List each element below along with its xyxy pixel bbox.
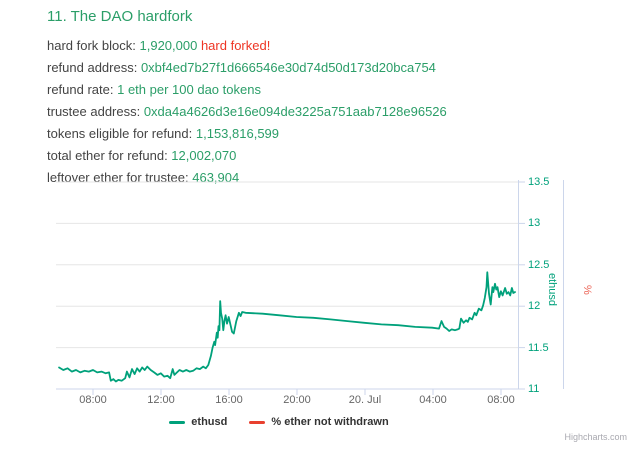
y-tick-label: 13 [528, 217, 541, 229]
x-tick-label: 08:00 [79, 394, 107, 406]
y-tick-label: 12 [528, 300, 541, 312]
legend-item-percent-ether[interactable]: % ether not withdrawn [249, 416, 389, 428]
ethusd-series-line[interactable] [58, 271, 516, 383]
info-label: total ether for refund: [47, 148, 172, 163]
chart-plot-area[interactable] [40, 175, 635, 450]
info-label: leftover ether for trustee: [47, 170, 193, 185]
info-label: hard fork block: [47, 38, 140, 53]
info-line-refund-rate: refund rate: 1 eth per 100 dao tokens [47, 82, 261, 97]
info-label: tokens eligible for refund: [47, 126, 196, 141]
legend: ethusd % ether not withdrawn [40, 416, 518, 428]
info-value: 0xbf4ed7b27f1d666546e30d74d50d173d20bca7… [140, 60, 436, 75]
y-tick-label: 12.5 [528, 259, 550, 271]
info-line-total-ether: total ether for refund: 12,002,070 [47, 148, 236, 163]
x-axis-ticks [92, 389, 502, 395]
hard-forked-flag: hard forked! [200, 38, 271, 53]
info-value: 0xda4a4626d3e16e094de3225a751aab7128e965… [143, 104, 447, 119]
info-line-leftover-ether: leftover ether for trustee: 463,904 [47, 170, 239, 185]
info-line-tokens-eligible: tokens eligible for refund: 1,153,816,59… [47, 126, 279, 141]
x-tick-label: 20:00 [283, 394, 311, 406]
info-value: 463,904 [192, 170, 240, 185]
info-value: 1,153,816,599 [195, 126, 280, 141]
x-tick-label: 20. Jul [348, 394, 382, 406]
ethusd-chart[interactable]: 13.5 13 12.5 12 11.5 11 08:00 12:00 16:0… [40, 175, 635, 450]
y-axis-title-percent: % [581, 285, 593, 295]
x-tick-label: 08:00 [487, 394, 515, 406]
y-tick-label: 11 [528, 383, 540, 395]
ethusd-line-swatch-icon [169, 420, 186, 424]
highcharts-credits[interactable]: Highcharts.com [564, 432, 627, 442]
legend-label: ethusd [191, 416, 228, 428]
info-label: refund address: [47, 60, 141, 75]
x-tick-label: 16:00 [215, 394, 243, 406]
y-axis-title-ethusd: ethusd [546, 273, 558, 307]
info-line-trustee-address: trustee address: 0xda4a4626d3e16e094de32… [47, 104, 447, 119]
x-tick-label: 12:00 [147, 394, 175, 406]
info-value: 1,920,000 [139, 38, 201, 53]
y-tick-label: 13.5 [528, 176, 550, 188]
info-label: trustee address: [47, 104, 144, 119]
info-label: refund rate: [47, 82, 118, 97]
percent-line-swatch-icon [249, 420, 266, 424]
x-tick-label: 04:00 [419, 394, 447, 406]
info-line-refund-address: refund address: 0xbf4ed7b27f1d666546e30d… [47, 60, 436, 75]
page-title: 11. The DAO hardfork [47, 8, 193, 25]
gridlines [56, 181, 518, 349]
info-value: 12,002,070 [171, 148, 237, 163]
legend-label: % ether not withdrawn [271, 416, 389, 428]
info-line-hardfork-block: hard fork block: 1,920,000 hard forked! [47, 38, 270, 53]
info-value: 1 eth per 100 dao tokens [117, 82, 261, 97]
legend-item-ethusd[interactable]: ethusd [169, 416, 227, 428]
y-tick-label: 11.5 [528, 342, 549, 354]
axis-lines [56, 180, 564, 390]
y-axis-ticks [518, 181, 525, 390]
